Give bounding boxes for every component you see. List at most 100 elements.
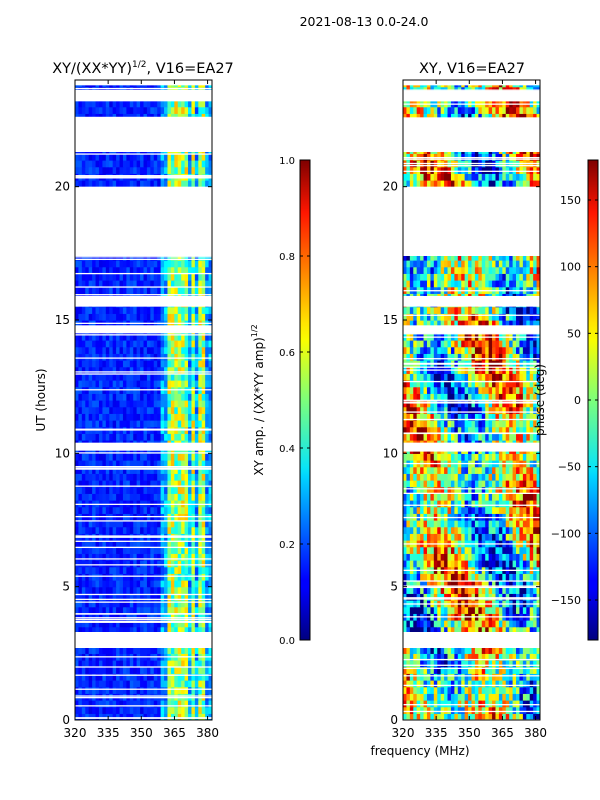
heatmap-cell <box>95 480 100 488</box>
heatmap-cell <box>444 653 449 661</box>
heatmap-cell <box>181 353 186 361</box>
heatmap-cell <box>126 420 131 428</box>
heatmap-cell <box>81 340 86 348</box>
heatmap-cell <box>167 340 172 348</box>
heatmap-cell <box>98 593 103 601</box>
colorbar-tick-label: 0.4 <box>279 444 295 455</box>
heatmap-cell <box>188 520 193 528</box>
heatmap-cell <box>454 680 459 688</box>
heatmap-cell <box>406 673 411 681</box>
heatmap-cell <box>177 480 182 488</box>
heatmap-cell <box>191 433 196 441</box>
heatmap-cell <box>122 393 127 401</box>
heatmap-cell <box>181 160 186 168</box>
heatmap-cell <box>170 466 175 474</box>
heatmap-cell <box>167 480 172 488</box>
heatmap-cell <box>536 586 540 594</box>
heatmap-cell <box>153 166 158 174</box>
heatmap-cell <box>167 453 172 461</box>
heatmap-cell <box>201 166 206 174</box>
heatmap-cell <box>430 666 435 674</box>
heatmap-cell <box>208 306 212 314</box>
heatmap-cell <box>447 700 452 708</box>
heatmap-cell <box>160 593 165 601</box>
heatmap-cell <box>461 580 466 588</box>
heatmap-cell <box>116 340 121 348</box>
heatmap-cell <box>181 560 186 568</box>
heatmap-cell <box>78 646 83 654</box>
heatmap-cell <box>109 413 114 421</box>
heatmap-cell <box>157 106 162 114</box>
heatmap-cell <box>129 500 134 508</box>
heatmap-cell <box>78 600 83 608</box>
flag-line <box>75 620 212 623</box>
heatmap-cell <box>420 666 425 674</box>
heatmap-cell <box>201 100 206 108</box>
heatmap-cell <box>78 673 83 681</box>
heatmap-cell <box>102 406 107 414</box>
heatmap-cell <box>536 686 540 694</box>
heatmap-cell <box>529 680 534 688</box>
heatmap-cell <box>474 686 479 694</box>
heatmap-cell <box>85 580 90 588</box>
heatmap-cell <box>95 366 100 374</box>
heatmap-cell <box>502 693 507 701</box>
heatmap-cell <box>502 686 507 694</box>
heatmap-cell <box>468 700 473 708</box>
heatmap-cell <box>109 626 114 634</box>
heatmap-cell <box>98 506 103 514</box>
heatmap-cell <box>205 353 210 361</box>
heatmap-cell <box>194 620 199 628</box>
heatmap-cell <box>468 553 473 561</box>
heatmap-cell <box>529 580 534 588</box>
heatmap-cell <box>119 706 124 714</box>
heatmap-cell <box>478 653 483 661</box>
heatmap-cell <box>75 473 80 481</box>
heatmap-cell <box>116 366 121 374</box>
heatmap-cell <box>181 660 186 668</box>
heatmap-cell <box>440 713 445 720</box>
heatmap-cell <box>492 553 497 561</box>
heatmap-cell <box>81 360 86 368</box>
heatmap-cell <box>143 700 148 708</box>
heatmap-cell <box>133 600 138 608</box>
heatmap-cell <box>194 393 199 401</box>
heatmap-cell <box>468 666 473 674</box>
heatmap-cell <box>167 273 172 281</box>
heatmap-cell <box>105 333 110 341</box>
heatmap-cell <box>112 593 117 601</box>
heatmap-cell <box>150 666 155 674</box>
heatmap-cell <box>160 526 165 534</box>
heatmap-cell <box>160 280 165 288</box>
heatmap-cell <box>191 560 196 568</box>
heatmap-cell <box>184 400 189 408</box>
heatmap-cell <box>191 620 196 628</box>
heatmap-cell <box>444 713 449 720</box>
heatmap-cell <box>516 713 521 720</box>
heatmap-cell <box>98 340 103 348</box>
heatmap-cell <box>98 693 103 701</box>
flag-line <box>75 674 212 676</box>
heatmap-cell <box>140 106 145 114</box>
heatmap-cell <box>150 693 155 701</box>
heatmap-cell <box>164 380 169 388</box>
heatmap-cell <box>413 713 418 720</box>
heatmap-cell <box>440 666 445 674</box>
heatmap-cell <box>474 593 479 601</box>
heatmap-cell <box>208 546 212 554</box>
heatmap-cell <box>509 680 514 688</box>
heatmap-cell <box>157 313 162 321</box>
heatmap-cell <box>129 626 134 634</box>
heatmap-cell <box>140 260 145 268</box>
heatmap-cell <box>205 580 210 588</box>
heatmap-cell <box>75 360 80 368</box>
heatmap-cell <box>198 466 203 474</box>
heatmap-cell <box>522 593 527 601</box>
heatmap-cell <box>430 693 435 701</box>
heatmap-cell <box>88 466 93 474</box>
heatmap-cell <box>406 593 411 601</box>
flag-line <box>75 389 212 391</box>
heatmap-cell <box>184 666 189 674</box>
heatmap-cell <box>194 353 199 361</box>
heatmap-cell <box>184 473 189 481</box>
